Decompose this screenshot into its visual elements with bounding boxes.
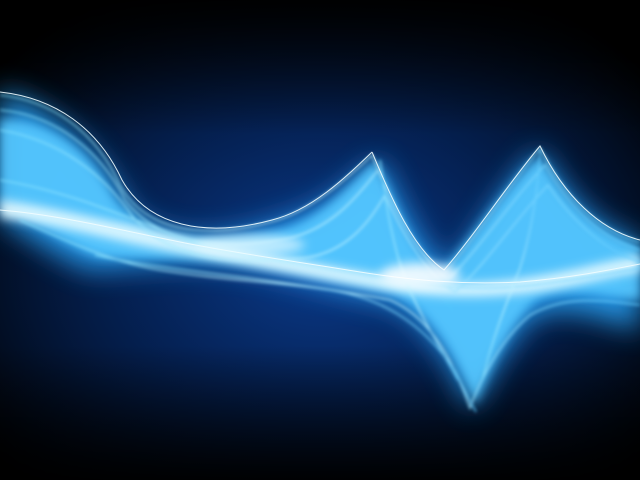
wave-highlights (0, 91, 640, 284)
wave-core (0, 200, 640, 297)
wave-body (0, 120, 640, 405)
light-flare (195, 235, 460, 287)
wave-strands (0, 94, 640, 413)
